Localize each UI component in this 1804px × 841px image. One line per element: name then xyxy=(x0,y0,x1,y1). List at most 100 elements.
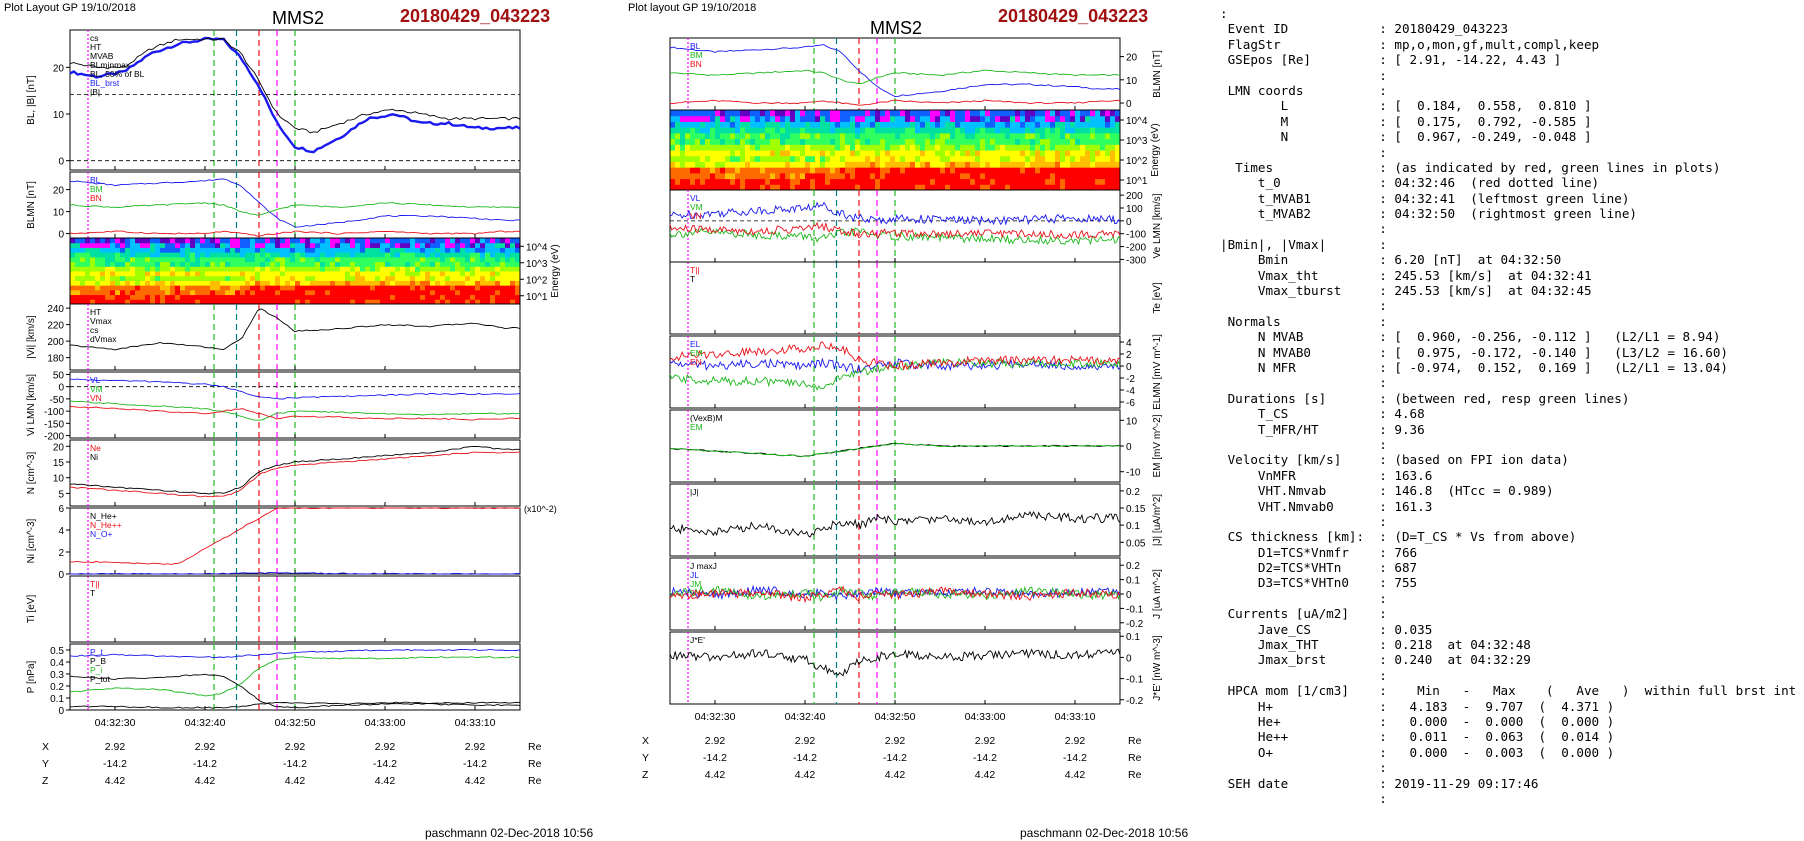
heatmap-cell xyxy=(1060,178,1066,185)
heatmap-cell xyxy=(500,261,506,267)
heatmap-cell xyxy=(855,144,861,151)
heatmap-cell xyxy=(685,127,691,134)
heatmap-cell xyxy=(140,280,146,286)
heatmap-cell xyxy=(175,252,181,258)
heatmap-cell xyxy=(955,115,961,122)
heatmap-cell xyxy=(125,252,131,258)
heatmap-cell xyxy=(235,271,241,277)
heatmap-cell xyxy=(85,280,91,286)
heatmap-cell xyxy=(1025,150,1031,157)
panel-mid-9: 0.10-0.1-0.2J*E' J*E' [nW m^-3] xyxy=(669,631,1163,707)
heatmap-cell xyxy=(840,155,846,162)
heatmap-cell xyxy=(795,150,801,157)
heatmap-cell xyxy=(480,285,486,291)
heatmap-cell xyxy=(315,280,321,286)
heatmap-cell xyxy=(885,138,891,145)
heatmap-cell xyxy=(485,261,491,267)
heatmap-cell xyxy=(210,275,216,281)
heatmap-cell xyxy=(940,115,946,122)
heatmap-cell xyxy=(915,144,921,151)
series-line xyxy=(69,656,521,697)
ytick-label: 0 xyxy=(1126,653,1132,664)
heatmap-cell xyxy=(735,155,741,162)
heatmap-cell xyxy=(305,238,311,244)
heatmap-cell xyxy=(885,132,891,140)
ytick-label: -6 xyxy=(1126,398,1135,409)
heatmap-cell xyxy=(690,150,696,157)
heatmap-cell xyxy=(250,271,256,277)
heatmap-cell xyxy=(825,161,831,168)
heatmap-cell xyxy=(490,285,496,291)
heatmap-cell xyxy=(420,252,426,258)
heatmap-cell xyxy=(1095,167,1101,174)
left-spacecraft-title: MMS2 xyxy=(272,8,325,28)
heatmap-cell xyxy=(470,294,476,300)
heatmap-cell xyxy=(280,299,286,305)
heatmap-cell xyxy=(720,150,726,157)
heatmap-cell xyxy=(380,266,386,272)
heatmap-cell xyxy=(870,110,876,117)
heatmap-cell xyxy=(315,299,321,305)
heatmap-cell xyxy=(990,110,996,117)
heatmap-cell xyxy=(745,172,751,180)
heatmap-cell xyxy=(395,256,401,263)
heatmap-cell xyxy=(705,178,711,185)
heatmap-cell xyxy=(195,256,201,263)
heatmap-cell xyxy=(260,242,266,248)
heatmap-cell xyxy=(180,299,186,305)
heatmap-cell xyxy=(695,161,701,168)
info-line: Jmax_brst : 0.240 at 04:32:29 xyxy=(1220,652,1531,668)
heatmap-cell xyxy=(395,280,401,286)
heatmap-cell xyxy=(435,280,441,286)
heatmap-cell xyxy=(285,294,291,300)
heatmap-cell xyxy=(910,138,916,145)
heatmap-cell xyxy=(830,161,836,168)
heatmap-cell xyxy=(790,184,796,191)
heatmap-cell xyxy=(510,238,516,244)
heatmap-cell xyxy=(1075,172,1081,180)
heatmap-cell xyxy=(325,271,331,277)
heatmap-cell xyxy=(995,178,1001,185)
heatmap-cell xyxy=(930,132,936,140)
heatmap-cell xyxy=(380,275,386,281)
heatmap-cell xyxy=(455,266,461,272)
heatmap-cell xyxy=(995,172,1001,180)
heatmap-cell xyxy=(880,184,886,191)
heatmap-cell xyxy=(990,167,996,174)
position-value: 4.42 xyxy=(465,775,486,787)
heatmap-cell xyxy=(195,289,201,296)
heatmap-cell xyxy=(960,155,966,162)
info-line: : xyxy=(1220,221,1387,237)
heatmap-cell xyxy=(185,256,191,263)
heatmap-cell xyxy=(795,121,801,128)
heatmap-cell xyxy=(120,299,126,305)
heatmap-cell xyxy=(990,121,996,128)
heatmap-cell xyxy=(420,247,426,253)
heatmap-cell xyxy=(725,150,731,157)
heatmap-cell xyxy=(865,115,871,122)
heatmap-cell xyxy=(110,285,116,291)
heatmap-cell xyxy=(185,271,191,277)
heatmap-cell xyxy=(810,150,816,157)
heatmap-cell xyxy=(495,280,501,286)
heatmap-cell xyxy=(855,150,861,157)
heatmap-cell xyxy=(135,238,141,244)
info-line: : xyxy=(1220,760,1387,776)
heatmap-cell xyxy=(200,266,206,272)
heatmap-cell xyxy=(155,256,161,263)
heatmap-cell xyxy=(1045,178,1051,185)
heatmap-cell xyxy=(925,178,931,185)
heatmap-cell xyxy=(230,261,236,267)
position-value: 2.92 xyxy=(885,735,906,747)
heatmap-cell xyxy=(165,289,171,296)
heatmap-cell xyxy=(970,115,976,122)
heatmap-cell xyxy=(1095,132,1101,140)
heatmap-cell xyxy=(695,178,701,185)
info-line: t_MVAB1 : 04:32:41 (leftmost green line) xyxy=(1220,190,1630,206)
heatmap-cell xyxy=(435,261,441,267)
heatmap-cell xyxy=(315,266,321,272)
heatmap-cell xyxy=(380,242,386,248)
heatmap-cell xyxy=(440,252,446,258)
heatmap-cell xyxy=(1085,172,1091,180)
heatmap-cell xyxy=(115,261,121,267)
